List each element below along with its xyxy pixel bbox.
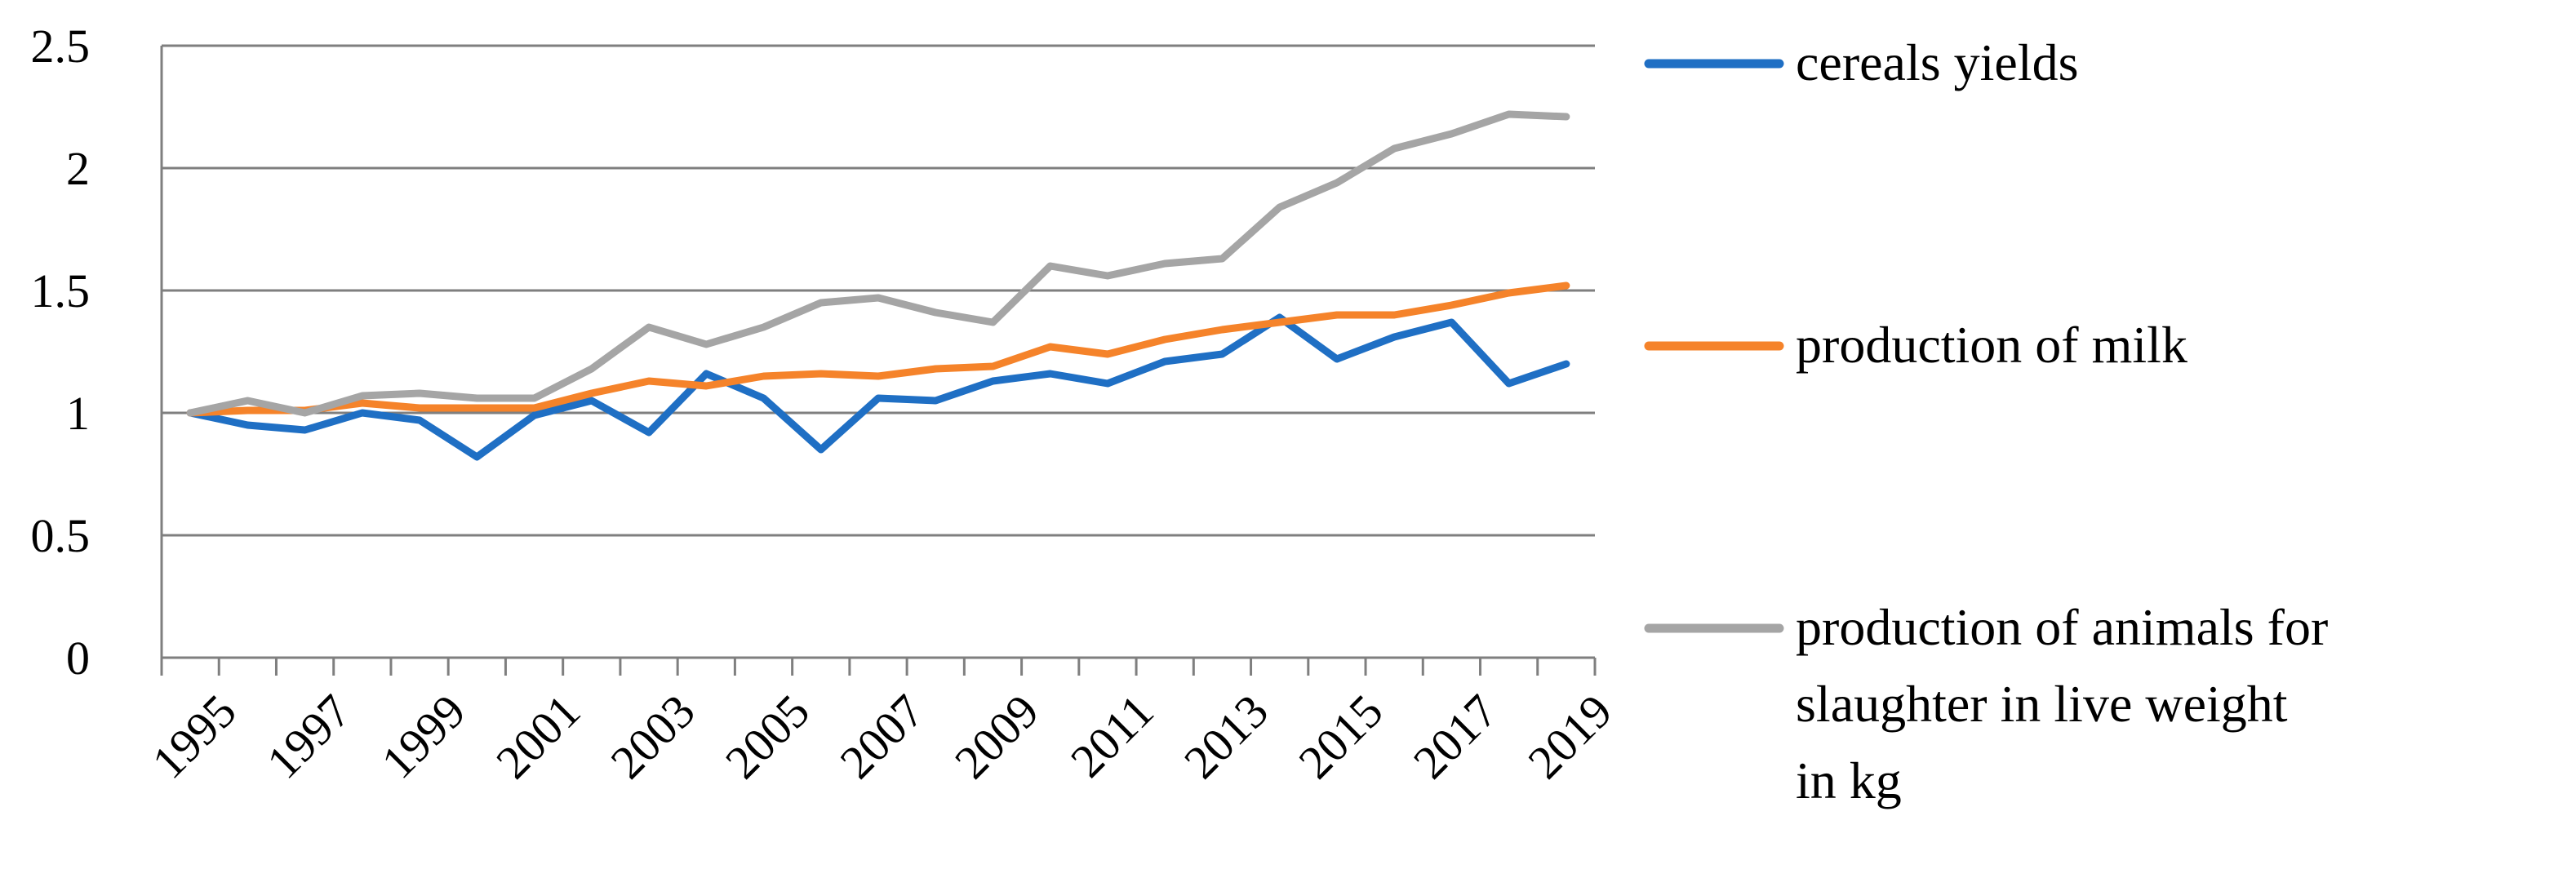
series-line-2 [186, 282, 1570, 417]
y-tick-label: 2.5 [31, 20, 91, 73]
legend-label-line: cereals yields [1796, 33, 2079, 91]
legend-label-1: cereals yields [1796, 33, 2079, 91]
y-tick-label: 1.5 [31, 264, 91, 317]
legend-label-2: production of milk [1796, 316, 2187, 374]
x-tick-label: 2007 [830, 685, 935, 789]
x-tick-label: 2001 [486, 685, 590, 789]
x-tick-label: 2017 [1403, 685, 1508, 789]
y-tick-label: 0 [66, 632, 90, 685]
series-line-3 [186, 110, 1570, 417]
x-tick-label: 2003 [601, 685, 705, 789]
legend-label-3: production of animals for slaughter in li… [1796, 598, 2328, 809]
x-tick-label: 1999 [371, 685, 476, 789]
x-tick-label: 2011 [1060, 685, 1163, 787]
x-tick-label: 2013 [1174, 685, 1278, 789]
legend-label-line: production of animals for [1796, 598, 2328, 656]
x-tick-label: 2009 [944, 685, 1049, 789]
legend-label-line: production of milk [1796, 316, 2187, 374]
x-tick-label: 2015 [1289, 685, 1393, 789]
x-tick-label: 1995 [142, 685, 246, 789]
y-tick-label: 1 [66, 387, 90, 440]
legend-label-line: in kg [1796, 752, 1902, 809]
legend-label-line: slaughter in live weight [1796, 675, 2288, 733]
y-tick-label: 2 [66, 142, 90, 195]
series-line-1 [186, 313, 1570, 461]
x-tick-label: 2005 [715, 685, 819, 789]
x-tick-label: 2019 [1517, 685, 1622, 789]
x-tick-label: 1997 [256, 685, 361, 789]
y-tick-label: 0.5 [31, 509, 91, 562]
